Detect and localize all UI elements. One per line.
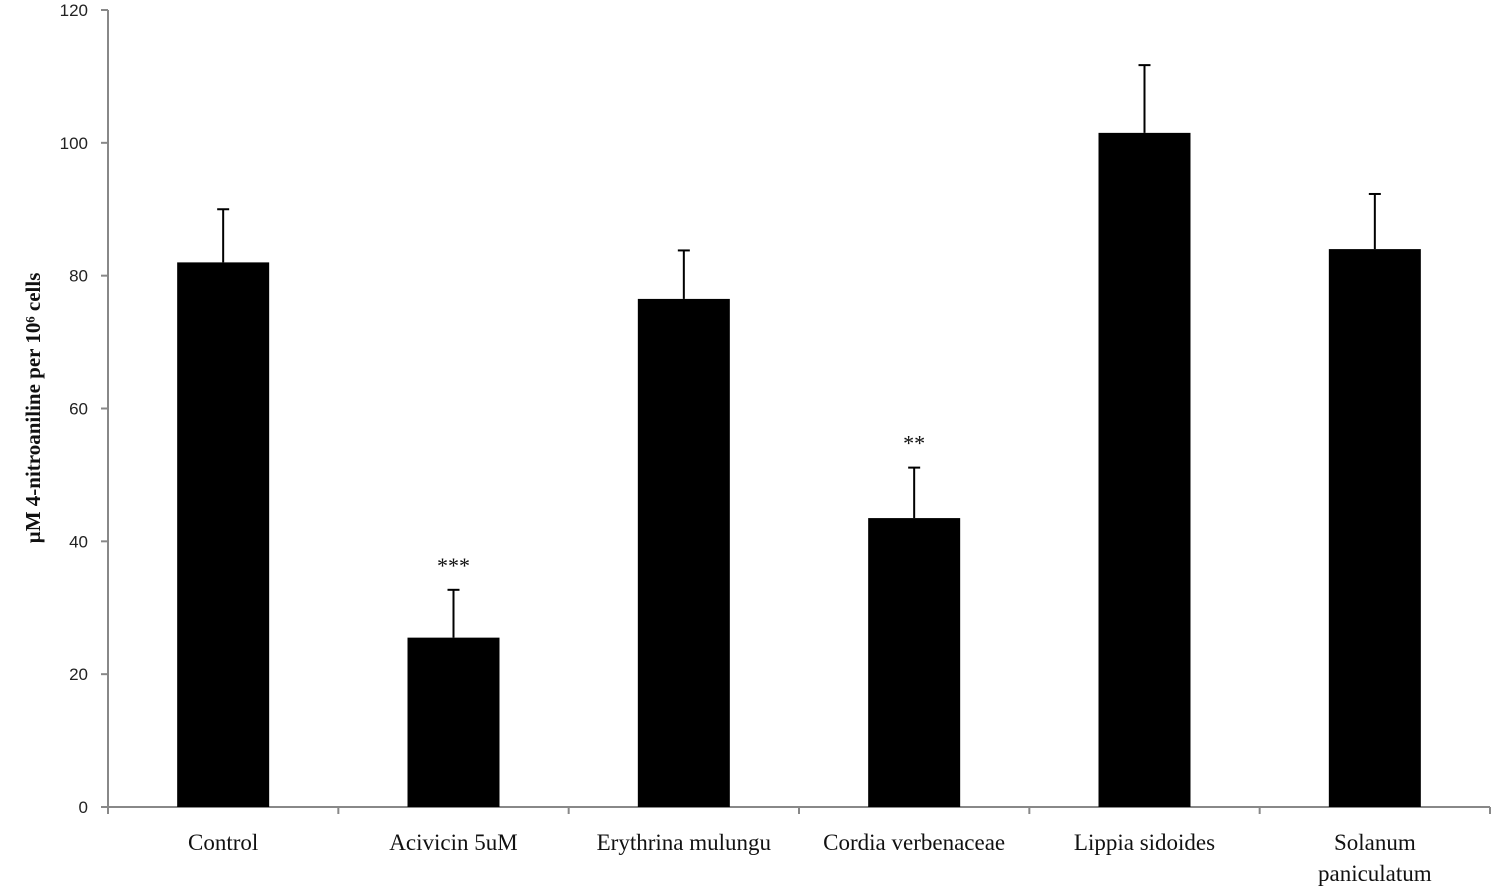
significance-marker: *** bbox=[437, 553, 470, 578]
bar bbox=[637, 298, 730, 807]
bar bbox=[868, 518, 961, 807]
y-tick-label: 80 bbox=[69, 267, 88, 286]
category-label: Erythrina mulungu bbox=[597, 830, 772, 855]
bars bbox=[177, 132, 1421, 808]
bar bbox=[407, 637, 500, 807]
category-label: paniculatum bbox=[1318, 861, 1432, 886]
significance-marker: ** bbox=[903, 431, 925, 456]
significance-markers: ***** bbox=[437, 431, 925, 578]
x-axis bbox=[107, 806, 1491, 814]
y-tick-label: 40 bbox=[69, 532, 88, 551]
y-tick-label: 0 bbox=[79, 798, 88, 817]
y-axis: 0 20 40 60 80 100 120 bbox=[60, 1, 109, 817]
category-label: Lippia sidoides bbox=[1074, 830, 1215, 855]
bar bbox=[1328, 249, 1421, 808]
category-label: Control bbox=[188, 830, 258, 855]
y-tick-label: 20 bbox=[69, 665, 88, 684]
y-tick-label: 120 bbox=[60, 1, 88, 20]
y-tick-label: 100 bbox=[60, 134, 88, 153]
error-bars bbox=[217, 64, 1381, 638]
bar bbox=[177, 262, 270, 808]
y-tick-label: 60 bbox=[69, 400, 88, 419]
bar bbox=[1098, 132, 1191, 807]
category-label: Cordia verbenaceae bbox=[823, 830, 1005, 855]
category-labels: Control Acivicin 5uM Erythrina mulungu Cord… bbox=[188, 830, 1432, 886]
category-label: Solanum bbox=[1334, 830, 1416, 855]
category-label: Acivicin 5uM bbox=[389, 830, 517, 855]
y-axis-label: µM 4-nitroaniline per 10⁶ cells bbox=[21, 273, 45, 544]
